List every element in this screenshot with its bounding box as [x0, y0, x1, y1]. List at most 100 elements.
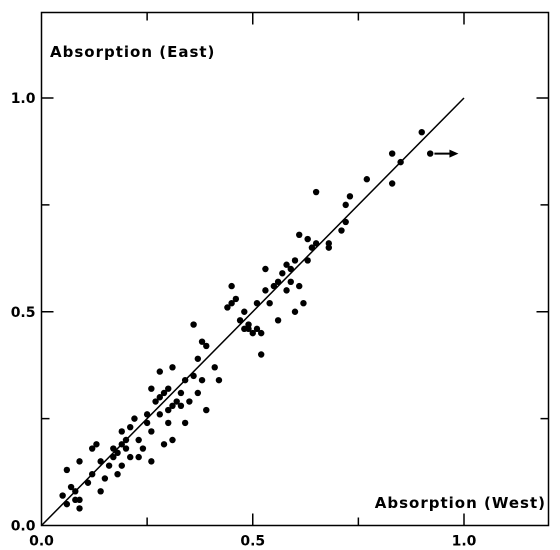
data-point: [388, 150, 396, 157]
data-point: [148, 428, 155, 435]
data-point: [76, 458, 83, 465]
data-point: [114, 471, 121, 478]
data-point: [97, 458, 104, 465]
plot-frame: [40, 11, 550, 527]
data-point: [156, 394, 163, 401]
data-point: [308, 244, 316, 251]
x-axis-ticks: [146, 12, 465, 526]
data-point: [59, 492, 66, 499]
data-point: [253, 325, 261, 333]
x-tick-label: 0.5: [240, 534, 265, 550]
data-point: [258, 351, 265, 358]
data-point: [291, 308, 299, 315]
data-point: [72, 488, 79, 495]
data-point: [296, 282, 303, 290]
data-point: [148, 458, 155, 465]
data-point: [173, 398, 180, 405]
x-tick-label: 1.0: [452, 534, 477, 550]
data-point: [152, 398, 159, 405]
data-point: [122, 445, 130, 452]
data-point: [156, 411, 163, 418]
data-point: [262, 287, 269, 294]
data-point: [84, 479, 92, 486]
data-point: [101, 475, 109, 482]
data-point: [287, 265, 294, 273]
data-point: [177, 402, 185, 409]
data-point: [296, 231, 303, 238]
data-point: [143, 411, 151, 418]
data-point: [110, 453, 117, 461]
y-axis-label: Absorption (East): [50, 43, 215, 61]
y-tick-label: 0.0: [11, 519, 36, 535]
data-point: [427, 150, 434, 157]
data-point: [156, 368, 163, 375]
data-point: [342, 201, 349, 209]
y-tick-label: 1.0: [11, 91, 36, 107]
data-point: [253, 300, 261, 307]
arrow-marker: [434, 149, 459, 158]
data-point: [245, 321, 252, 328]
data-point: [283, 287, 290, 294]
data-point: [325, 240, 332, 247]
data-point: [89, 471, 96, 478]
data-point: [363, 176, 371, 183]
data-point: [300, 300, 307, 307]
data-point: [312, 240, 320, 247]
data-point: [89, 445, 96, 452]
data-point: [194, 355, 202, 362]
data-point: [241, 308, 248, 315]
y-axis-tick-labels: 0.0 0.5 1.0: [11, 91, 36, 535]
data-point: [418, 129, 425, 136]
data-point: [228, 282, 235, 290]
data-point: [97, 488, 104, 495]
data-point: [228, 300, 235, 307]
data-point: [105, 462, 113, 469]
data-point: [346, 193, 354, 200]
x-axis-tick-labels: 0.0 0.5 1.0: [29, 534, 477, 550]
data-point: [169, 364, 176, 371]
data-point: [93, 441, 100, 448]
data-point: [203, 406, 210, 414]
data-point: [291, 257, 299, 264]
data-point: [122, 436, 130, 444]
data-point: [198, 338, 206, 345]
data-point: [135, 436, 142, 444]
data-point: [63, 500, 71, 508]
data-point: [312, 188, 320, 196]
data-point: [274, 278, 282, 286]
data-point: [270, 282, 278, 290]
data-point: [110, 445, 117, 452]
data-point: [186, 398, 193, 405]
data-point: [177, 389, 185, 397]
data-point: [160, 441, 168, 448]
data-point: [67, 483, 75, 491]
data-point: [135, 453, 142, 461]
x-tick-label: 0.0: [29, 534, 54, 550]
arrow-head: [449, 149, 459, 158]
x-axis-label: Absorption (West): [375, 494, 546, 512]
data-point: [338, 227, 345, 234]
data-point: [190, 372, 197, 380]
data-point: [236, 317, 244, 324]
data-point: [165, 385, 172, 392]
data-point: [114, 449, 121, 457]
data-point: [266, 300, 273, 307]
data-point: [258, 329, 265, 337]
data-point: [127, 423, 134, 431]
data-point: [127, 453, 134, 461]
data-point: [165, 419, 172, 427]
data-point: [190, 321, 197, 328]
data-point: [76, 496, 83, 504]
data-point: [203, 342, 210, 350]
data-point: [198, 376, 206, 384]
data-point: [194, 389, 202, 397]
data-point: [397, 158, 404, 166]
data-point: [139, 445, 147, 452]
data-point: [388, 180, 396, 187]
data-point: [118, 441, 125, 448]
data-point: [63, 466, 71, 474]
data-point: [211, 364, 218, 371]
data-points: [59, 129, 434, 512]
data-point: [169, 402, 176, 409]
